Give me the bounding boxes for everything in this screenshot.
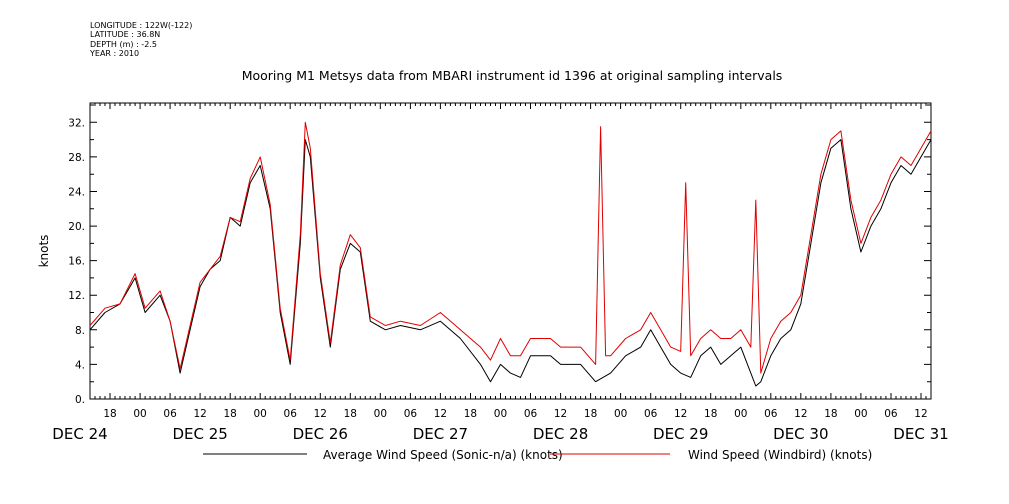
day-label: DEC 31 bbox=[893, 425, 948, 443]
hour-tick-label: 18 bbox=[824, 408, 837, 420]
hour-tick-label: 06 bbox=[404, 408, 418, 420]
hour-tick-label: 00 bbox=[494, 408, 507, 420]
hour-tick-label: 00 bbox=[374, 408, 387, 420]
tick-marks bbox=[89, 103, 932, 400]
hour-tick-label: 00 bbox=[614, 408, 627, 420]
depth-text: DEPTH (m) : -2.5 bbox=[90, 39, 157, 49]
day-label: DEC 24 bbox=[52, 425, 107, 443]
axis-ticks bbox=[89, 103, 932, 400]
hour-tick-label: 12 bbox=[674, 408, 687, 420]
hour-tick-label: 00 bbox=[854, 408, 867, 420]
hour-tick-label: 12 bbox=[314, 408, 327, 420]
day-label: DEC 25 bbox=[172, 425, 227, 443]
day-label: DEC 26 bbox=[293, 425, 348, 443]
hour-tick-label: 18 bbox=[223, 408, 236, 420]
hour-tick-label: 18 bbox=[704, 408, 717, 420]
hour-tick-label: 06 bbox=[644, 408, 658, 420]
y-tick-label: 8. bbox=[75, 325, 85, 337]
y-axis-label: knots bbox=[37, 235, 51, 268]
hour-tick-label: 12 bbox=[554, 408, 567, 420]
y-tick-label: 16. bbox=[68, 256, 85, 268]
hour-tick-label: 00 bbox=[734, 408, 747, 420]
hour-tick-label: 00 bbox=[133, 408, 146, 420]
y-tick-label: 12. bbox=[68, 290, 85, 302]
plot-frame bbox=[89, 102, 932, 400]
day-label: DEC 30 bbox=[773, 425, 828, 443]
legend-label-sonic: Average Wind Speed (Sonic-n/a) (knots) bbox=[323, 448, 563, 462]
legend-label-windbird: Wind Speed (Windbird) (knots) bbox=[688, 448, 872, 462]
legend: Average Wind Speed (Sonic-n/a) (knots) W… bbox=[203, 448, 872, 462]
series-line-sonic bbox=[89, 139, 932, 387]
y-tick-label: 4. bbox=[75, 359, 85, 371]
hour-tick-label: 18 bbox=[464, 408, 477, 420]
hour-tick-label: 18 bbox=[584, 408, 597, 420]
day-label: DEC 27 bbox=[413, 425, 468, 443]
hour-tick-label: 12 bbox=[794, 408, 807, 420]
chart-title: Mooring M1 Metsys data from MBARI instru… bbox=[242, 68, 783, 83]
day-labels: DEC 24 DEC 25 DEC 26 DEC 27 DEC 28 DEC 29 DEC … bbox=[52, 425, 948, 443]
y-tick-label: 20. bbox=[68, 221, 85, 233]
hour-tick-label: 12 bbox=[193, 408, 206, 420]
hour-tick-label: 06 bbox=[764, 408, 778, 420]
y-tick-label: 0. bbox=[75, 394, 85, 406]
y-tick-label: 32. bbox=[68, 117, 85, 129]
hour-tick-label: 18 bbox=[344, 408, 357, 420]
hour-tick-label: 06 bbox=[524, 408, 538, 420]
metadata-block: LONGITUDE : 122W(-122) LATITUDE : 36.8N … bbox=[90, 21, 192, 59]
hour-tick-label: 06 bbox=[284, 408, 298, 420]
day-label: DEC 28 bbox=[533, 425, 588, 443]
hour-tick-labels: 18 00 06 12 18 00 06 12 18 00 06 12 18 00 06 12 18 00 06 12… bbox=[103, 408, 927, 420]
y-tick-labels: 0. 4. 8. 12. 16. 20. 24. 28. 32. bbox=[68, 117, 85, 406]
y-tick-label: 28. bbox=[68, 152, 85, 164]
hour-tick-label: 12 bbox=[434, 408, 447, 420]
y-tick-label: 24. bbox=[68, 186, 85, 198]
hour-tick-label: 12 bbox=[914, 408, 927, 420]
hour-tick-label: 06 bbox=[163, 408, 177, 420]
day-label: DEC 29 bbox=[653, 425, 708, 443]
latitude-text: LATITUDE : 36.8N bbox=[90, 30, 161, 40]
series-layer bbox=[89, 121, 932, 387]
hour-tick-label: 00 bbox=[254, 408, 267, 420]
hour-tick-label: 18 bbox=[103, 408, 116, 420]
longitude-text: LONGITUDE : 122W(-122) bbox=[90, 21, 193, 30]
hour-tick-label: 06 bbox=[884, 408, 898, 420]
year-text: YEAR : 2010 bbox=[90, 49, 140, 59]
series-line-windbird bbox=[89, 121, 932, 374]
